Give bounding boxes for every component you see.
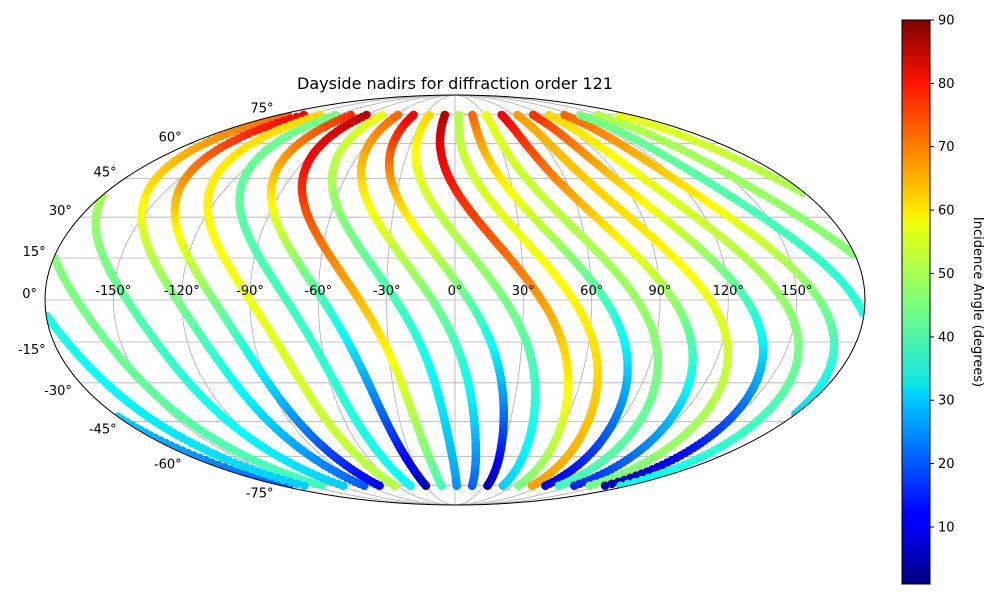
latitude-tick-label: 30° (49, 204, 72, 219)
data-point (454, 110, 463, 120)
data-point (648, 120, 658, 130)
colorbar-tick-label: 40 (938, 330, 955, 345)
longitude-tick-label: 60° (580, 284, 603, 299)
data-point (468, 110, 477, 120)
data-point (279, 475, 288, 485)
longitude-tick-label: 30° (512, 284, 535, 299)
longitude-tick-label: 150° (781, 284, 812, 299)
data-point (642, 118, 651, 128)
data-point (241, 122, 250, 132)
data-point (560, 110, 569, 120)
colorbar-tick-label: 80 (938, 77, 955, 92)
data-point (481, 110, 491, 120)
data-point (393, 110, 403, 120)
colorbar (901, 19, 931, 585)
colorbar-tick-label: 70 (938, 140, 955, 155)
longitude-tick-label: -60° (304, 284, 332, 299)
data-point (629, 114, 638, 124)
colorbar-tick-label: 10 (938, 521, 955, 536)
longitude-tick-label: 90° (648, 284, 671, 299)
latitude-tick-label: 75° (250, 101, 273, 116)
data-point (45, 311, 52, 321)
longitude-tick-label: -90° (236, 284, 264, 299)
data-point (600, 481, 610, 491)
latitude-tick-label: -75° (246, 487, 274, 502)
chart-title: Dayside nadirs for diffraction order 121 (297, 74, 613, 93)
colorbar-label: Incidence Angle (degrees) (970, 217, 985, 387)
data-point (292, 479, 302, 489)
data-point (362, 110, 371, 120)
data-point (635, 116, 645, 126)
longitude-tick-label: 120° (713, 284, 744, 299)
latitude-tick-label: 60° (159, 131, 182, 146)
data-points (45, 110, 865, 491)
longitude-tick-label: -150° (95, 284, 131, 299)
data-point (424, 110, 434, 120)
data-point (409, 110, 418, 120)
longitude-tick-label: -120° (164, 284, 200, 299)
longitude-tick-labels: -150° -120° -90° -60° -30° 0° 30° 60° 90° 120° 150… (95, 284, 812, 299)
data-point (300, 481, 309, 491)
data-point (50, 253, 59, 262)
data-point (285, 477, 295, 487)
latitude-tick-label: -45° (89, 422, 117, 437)
latitude-tick-label: 15° (23, 245, 46, 260)
data-point (616, 481, 625, 491)
longitude-tick-label: 0° (448, 284, 463, 299)
data-point (513, 110, 522, 120)
longitude-tick-label: -30° (373, 284, 401, 299)
data-point (528, 110, 538, 120)
latitude-tick-labels: 75° 60° 45° 30° 15° 0° -15° -30° -45° -60° -75° (18, 101, 274, 501)
latitude-tick-label: 45° (94, 166, 117, 181)
colorbar-tick-label: 30 (938, 394, 955, 409)
data-point (544, 110, 554, 120)
latitude-tick-label: -30° (44, 384, 72, 399)
map-outline (44, 94, 866, 506)
colorbar-tick-label: 20 (938, 457, 955, 472)
colorbar-tick-label: 50 (938, 267, 955, 282)
data-point (377, 110, 387, 120)
data-point (497, 110, 507, 120)
colorbar-tick-label: 90 (938, 14, 955, 29)
latitude-tick-label: 0° (22, 287, 37, 302)
colorbar-ticks: 90 80 70 60 50 40 30 20 10 (930, 14, 955, 536)
data-point (440, 110, 450, 120)
colorbar-tick-label: 60 (938, 204, 955, 219)
data-point (272, 473, 282, 483)
latitude-tick-label: -60° (154, 457, 182, 472)
data-point (575, 110, 585, 120)
latitude-tick-label: -15° (18, 343, 46, 358)
